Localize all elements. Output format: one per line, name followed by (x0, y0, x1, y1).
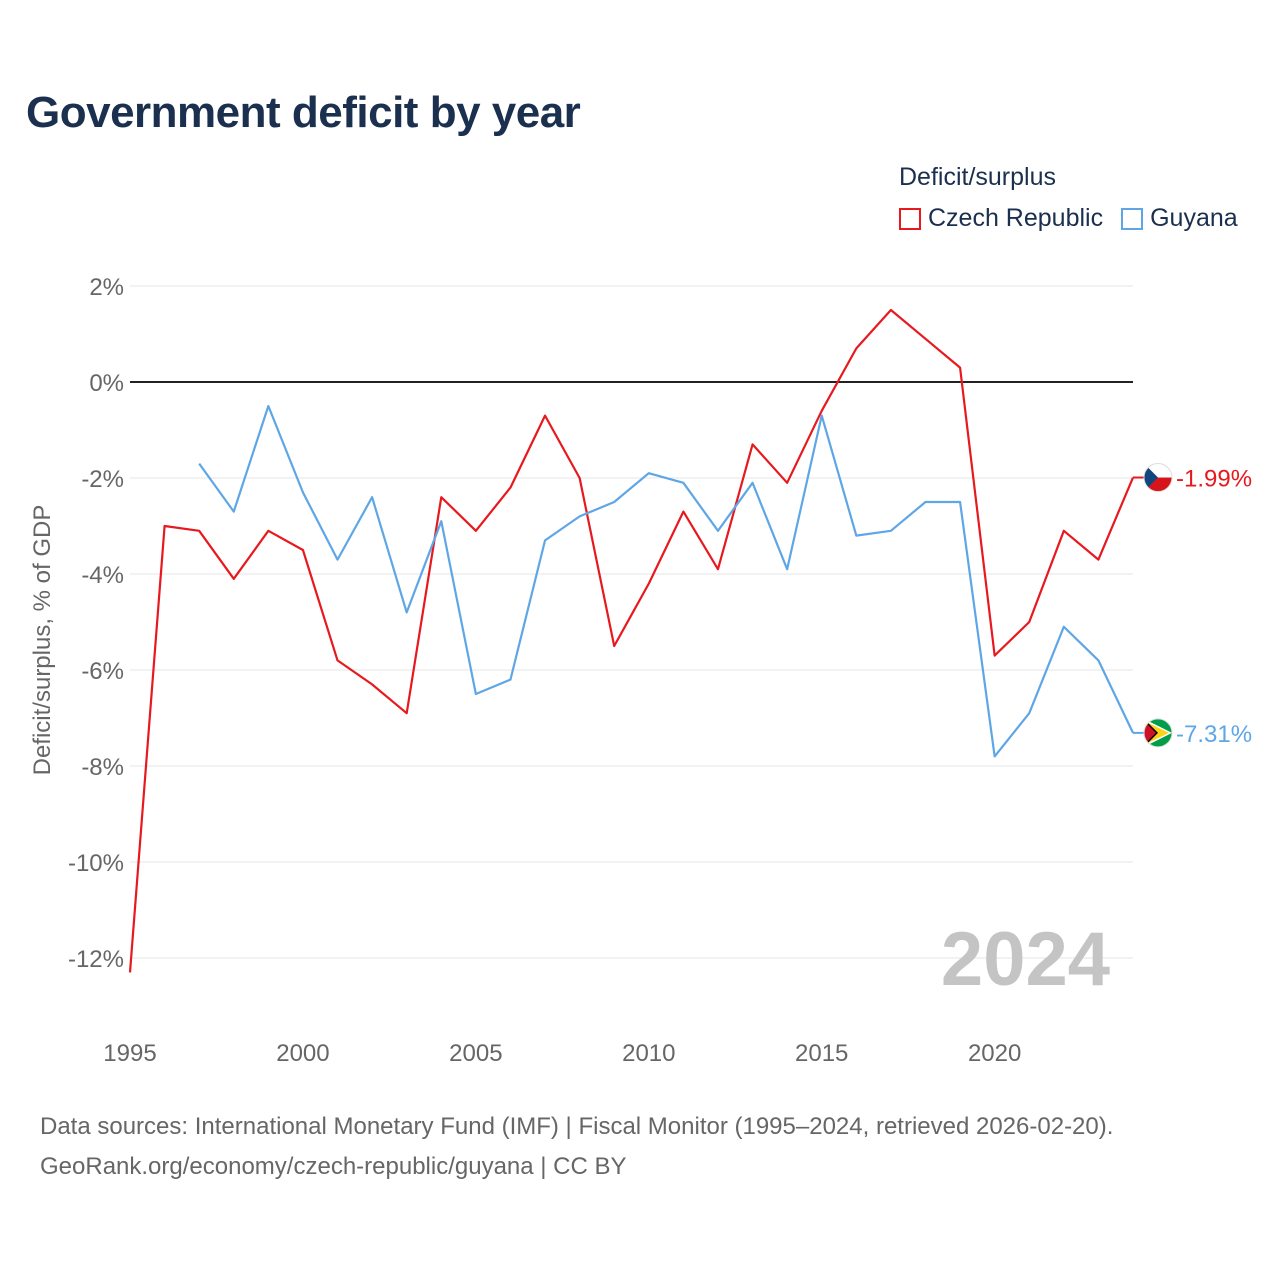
flag-icon-czech-republic (1143, 463, 1173, 493)
y-axis-ticks: 2% 0% -2% -4% -6% -8% -10% -12% (68, 274, 124, 973)
y-tick-label: -4% (81, 562, 124, 589)
x-tick-label: 1995 (103, 1040, 156, 1067)
flag-icon-guyana (1143, 718, 1173, 748)
x-tick-label: 2000 (276, 1040, 329, 1067)
y-tick-label: -6% (81, 658, 124, 685)
legend-title: Deficit/surplus (899, 163, 1056, 191)
source-line-1: Data sources: International Monetary Fun… (40, 1113, 1114, 1140)
legend-item-czech-republic[interactable]: Czech Republic (899, 204, 1103, 233)
source-note: Data sources: International Monetary Fun… (40, 1107, 1113, 1187)
y-tick-label: 2% (89, 274, 124, 301)
series-line-czech-republic[interactable] (128, 308, 1135, 973)
legend-swatch-czech-republic (899, 207, 921, 230)
y-axis-label: Deficit/surplus, % of GDP (29, 505, 56, 776)
y-tick-label: -8% (81, 754, 124, 781)
year-watermark: 2024 (941, 917, 1110, 1002)
end-markers: -1.99% -7.31% (1133, 463, 1252, 748)
y-tick-label: -10% (68, 850, 124, 877)
legend-label: Guyana (1150, 204, 1238, 232)
x-tick-label: 2010 (622, 1040, 675, 1067)
x-tick-label: 2005 (449, 1040, 502, 1067)
x-tick-label: 2015 (795, 1040, 848, 1067)
legend-item-guyana[interactable]: Guyana (1121, 204, 1238, 233)
y-tick-label: 0% (89, 370, 124, 397)
legend-label: Czech Republic (928, 204, 1104, 232)
end-value-label-guyana: -7.31% (1176, 721, 1252, 748)
series-lines (128, 308, 1135, 973)
x-tick-label: 2020 (968, 1040, 1021, 1067)
y-tick-label: -2% (81, 466, 124, 493)
grid-lines (130, 285, 1133, 959)
legend: Czech Republic Guyana (899, 204, 1256, 233)
legend-swatch-guyana (1121, 207, 1144, 230)
chart-title: Government deficit by year (26, 88, 581, 137)
series-line-guyana[interactable] (198, 404, 1134, 758)
y-tick-label: -12% (68, 946, 124, 973)
source-line-2: GeoRank.org/economy/czech-republic/guyan… (40, 1153, 627, 1180)
end-value-label-czech-republic: -1.99% (1176, 466, 1252, 493)
x-axis-ticks: 1995 2000 2005 2010 2015 2020 (103, 1040, 1021, 1067)
